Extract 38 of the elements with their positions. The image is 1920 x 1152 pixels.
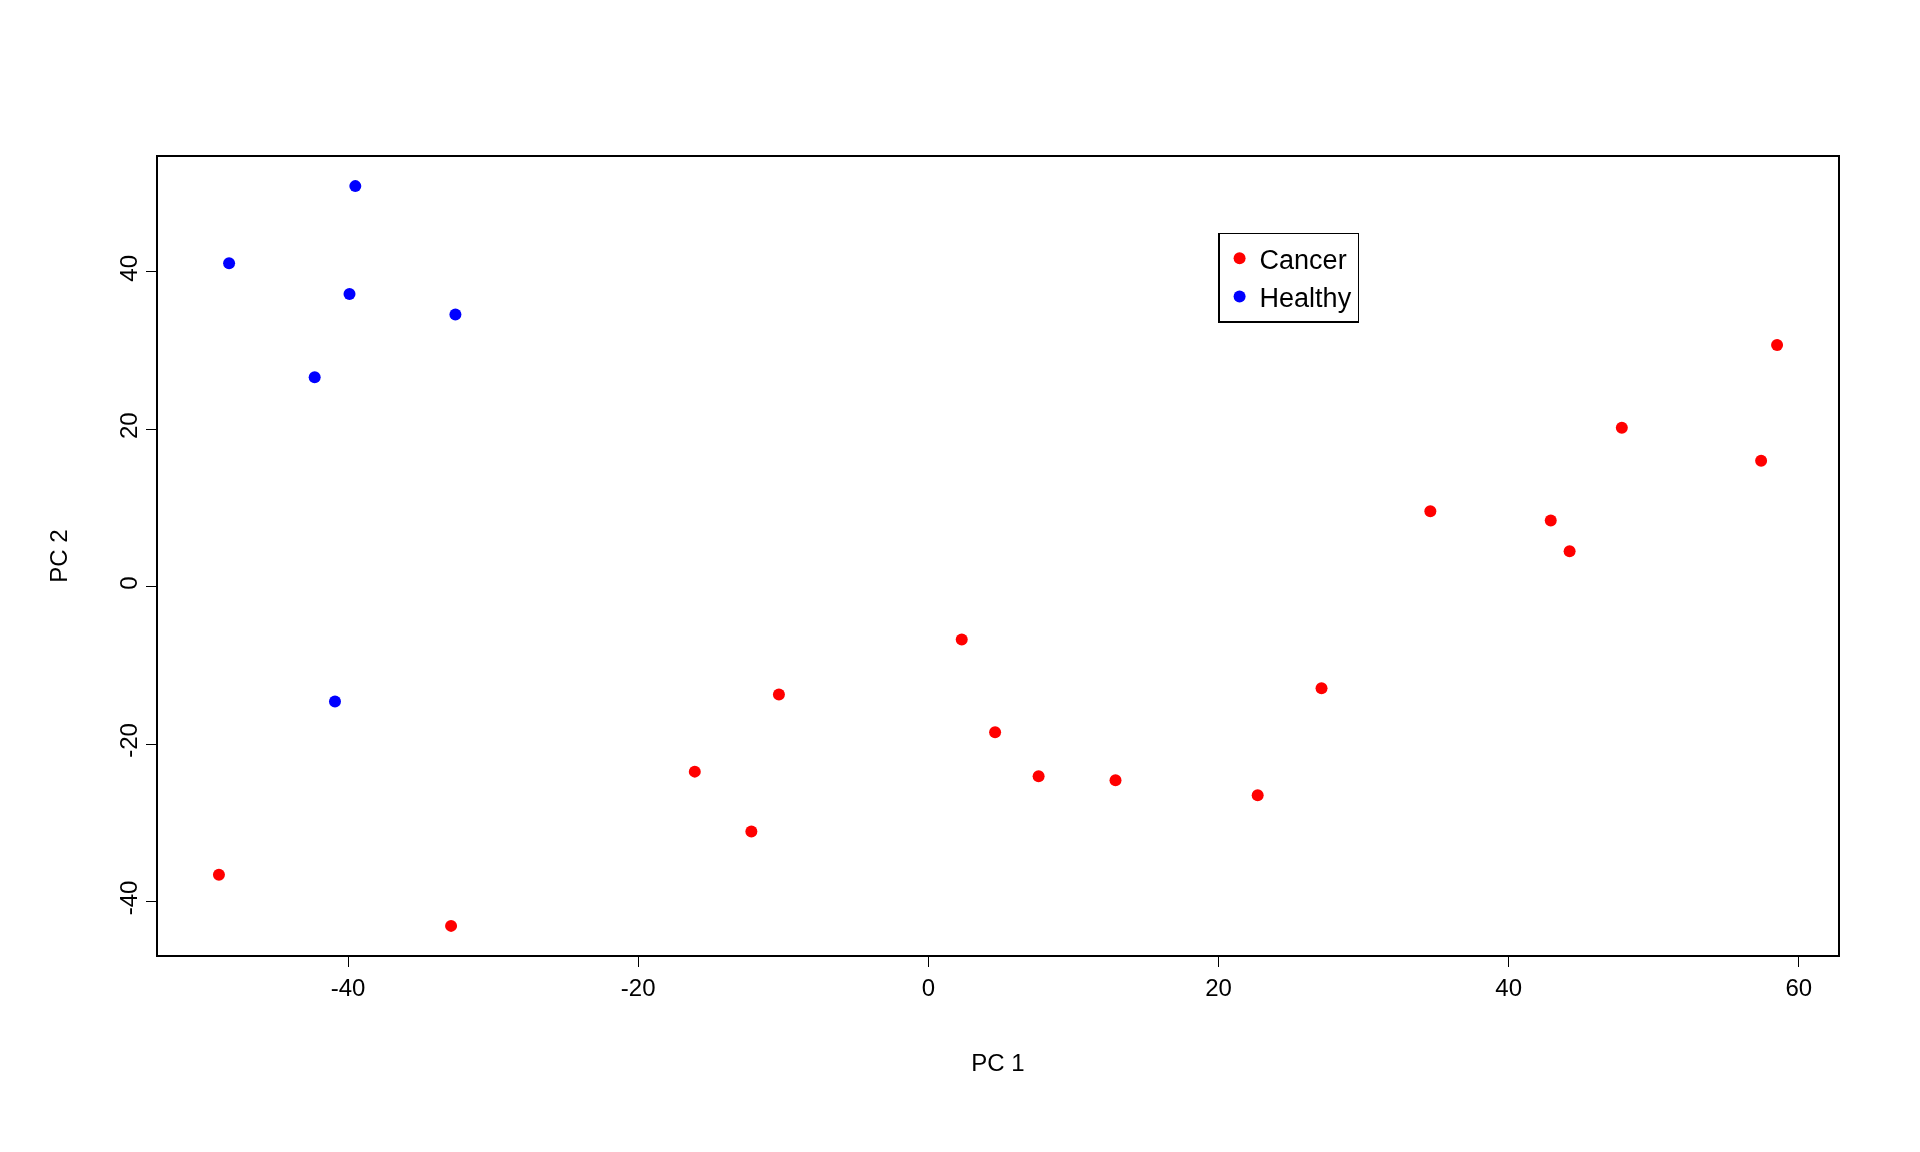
point bbox=[1251, 789, 1264, 802]
point bbox=[1563, 545, 1576, 558]
point bbox=[445, 919, 458, 932]
point bbox=[1771, 339, 1784, 352]
point bbox=[1615, 421, 1628, 434]
y-tick-label: -40 bbox=[114, 880, 142, 916]
point bbox=[772, 688, 785, 701]
x-tick-label: 0 bbox=[921, 973, 936, 1001]
point bbox=[308, 371, 321, 384]
x-tick-label: -40 bbox=[330, 973, 366, 1001]
point bbox=[1032, 770, 1045, 783]
legend-label: Healthy bbox=[1259, 282, 1352, 313]
y-tick-label: 20 bbox=[114, 412, 142, 440]
point bbox=[989, 726, 1002, 739]
point bbox=[688, 765, 701, 778]
x-tick-label: 40 bbox=[1495, 973, 1523, 1001]
y-axis-title: PC 2 bbox=[45, 529, 73, 583]
x-tick-label: 60 bbox=[1785, 973, 1813, 1001]
point bbox=[449, 308, 462, 321]
point bbox=[1755, 454, 1768, 467]
point bbox=[955, 633, 968, 646]
point bbox=[1424, 505, 1437, 518]
x-tick-label: -20 bbox=[620, 973, 656, 1001]
point bbox=[329, 695, 341, 708]
point bbox=[1544, 514, 1557, 527]
y-tick-label: 0 bbox=[114, 576, 142, 590]
point bbox=[1109, 774, 1122, 787]
point bbox=[1315, 682, 1328, 695]
x-tick-label: 20 bbox=[1205, 973, 1232, 1001]
legend-label: Cancer bbox=[1259, 244, 1347, 275]
y-tick-label: -20 bbox=[114, 723, 142, 758]
point bbox=[349, 180, 362, 193]
point bbox=[343, 287, 356, 300]
x-axis-title: PC 1 bbox=[971, 1049, 1025, 1077]
point bbox=[212, 868, 225, 881]
point bbox=[745, 825, 758, 838]
y-tick-label: 40 bbox=[114, 254, 142, 282]
point bbox=[223, 257, 236, 270]
